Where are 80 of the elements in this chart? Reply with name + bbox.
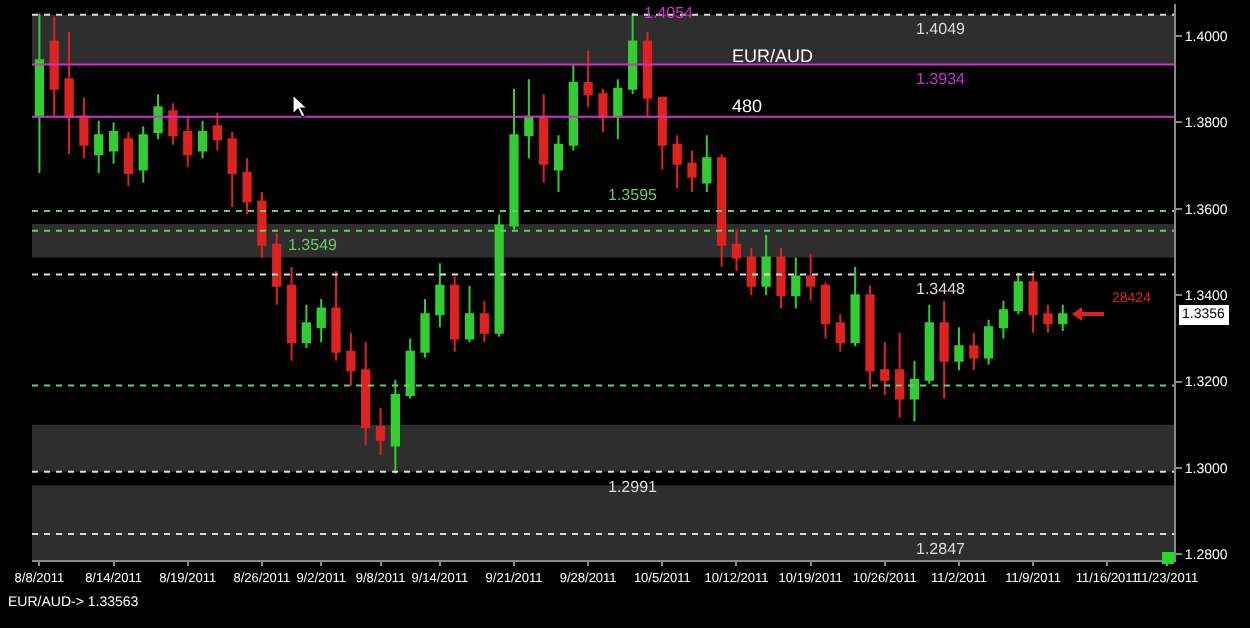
candlestick (746, 247, 756, 297)
candlestick (702, 134, 712, 193)
candlestick (553, 134, 564, 193)
annotation: EUR/AUD (732, 46, 815, 66)
candlestick (924, 303, 934, 385)
candlestick (435, 262, 445, 329)
candlestick (390, 378, 400, 475)
candlestick (717, 153, 727, 269)
annotation: 480 (732, 96, 763, 116)
candlestick (361, 341, 371, 447)
candlestick (583, 50, 593, 109)
candlestick (598, 87, 608, 133)
ref-line-label: 1.3934 (916, 70, 967, 88)
candlestick (464, 284, 475, 344)
candlestick (880, 341, 890, 396)
ref-line-label: 1.4049 (916, 20, 967, 38)
candlestick (628, 11, 638, 96)
candlestick (820, 281, 831, 340)
candlestick (420, 298, 430, 359)
ref-line-label: 1.2991 (608, 478, 659, 496)
candlestick (346, 331, 356, 387)
candlestick (835, 313, 845, 353)
candlestick (687, 149, 697, 193)
candlestick (286, 266, 297, 362)
candlestick (983, 318, 994, 366)
candlestick (1013, 271, 1023, 316)
candlestick (49, 15, 59, 118)
candlestick (1058, 303, 1068, 333)
candlestick (257, 190, 267, 259)
candlestick (791, 256, 801, 310)
candlestick (672, 134, 682, 190)
candlestick (539, 93, 549, 184)
candlestick (509, 87, 519, 231)
candlestick (731, 228, 742, 272)
candlestick (761, 234, 771, 297)
ref-line-label: 1.2847 (916, 540, 967, 558)
candlestick (197, 119, 208, 160)
candlestick (450, 275, 460, 353)
candlestick (850, 266, 860, 348)
candlestick (806, 252, 816, 302)
candlestick (375, 406, 386, 457)
candlestick (242, 157, 252, 216)
candlestick (479, 299, 489, 344)
candlestick (1028, 269, 1038, 334)
candlestick (79, 96, 89, 160)
ref-line-label: 1.3549 (288, 236, 339, 254)
candlestick (301, 303, 312, 349)
candlestick (123, 130, 134, 188)
candlestick (954, 326, 964, 372)
candlestick (272, 232, 282, 306)
candlestick (776, 247, 786, 310)
candlestick (168, 102, 178, 146)
ref-line-label: 1.3595 (608, 186, 659, 204)
candlestick (405, 337, 415, 400)
candlestick (34, 12, 45, 174)
candlestick (568, 63, 578, 152)
candlestick (138, 125, 148, 184)
candlestick (1043, 303, 1053, 334)
candlestick (894, 331, 905, 419)
candlestick (642, 31, 653, 118)
candlestick (524, 78, 534, 160)
candlestick (316, 298, 326, 344)
ref-line-label: 1.3448 (916, 280, 967, 298)
candlestick (939, 299, 949, 400)
candlestick (909, 359, 920, 423)
candlestick (865, 284, 875, 391)
candlestick (613, 78, 623, 141)
candlestick (494, 213, 504, 338)
candlestick (183, 115, 193, 169)
candlestick (153, 93, 163, 141)
candlestick (969, 331, 979, 372)
candlestick (108, 121, 119, 165)
candlestick (331, 269, 341, 362)
annotation: 1.4054 (644, 4, 695, 22)
candlestick (64, 31, 74, 156)
candlestick (212, 111, 223, 152)
candlestick (998, 299, 1009, 340)
candlestick (94, 119, 104, 174)
candlestick (657, 96, 667, 171)
candlestick (227, 130, 237, 209)
